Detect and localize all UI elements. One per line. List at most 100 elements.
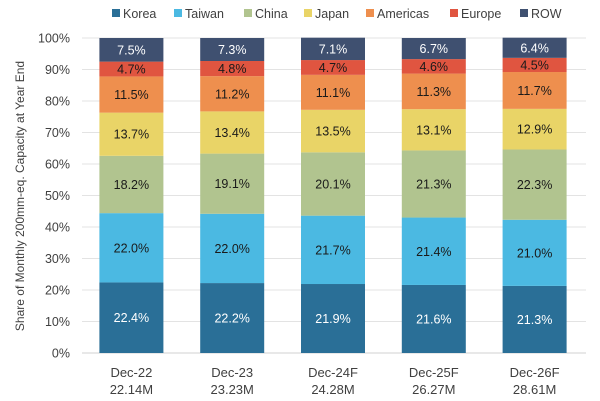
y-tick-label: 0%	[52, 347, 70, 361]
legend-label: ROW	[531, 7, 562, 21]
bar-segment-china	[502, 149, 567, 220]
bar-segment-korea	[301, 284, 365, 353]
bar-segment-row	[401, 38, 466, 60]
legend-item: Americas	[366, 7, 429, 21]
data-label: 7.1%	[319, 42, 348, 56]
data-label: 12.9%	[517, 123, 552, 137]
legend-label: China	[255, 7, 288, 21]
bar-segment-china	[200, 153, 265, 214]
bar-segment-china	[301, 152, 365, 216]
x-tick-sublabel: 28.61M	[513, 382, 556, 397]
bar-segment-europe	[200, 60, 265, 77]
legend-swatch	[174, 9, 182, 17]
bar-segment-china	[401, 150, 466, 218]
data-label: 18.2%	[114, 178, 149, 192]
data-label: 7.3%	[218, 43, 247, 57]
bar-segment-korea	[99, 282, 164, 353]
bar-segment-americas	[200, 76, 265, 112]
bar-segment-europe	[301, 60, 365, 75]
data-label: 13.4%	[214, 126, 249, 140]
bar-segment-americas	[502, 72, 567, 109]
bar-segment-korea	[200, 283, 265, 353]
data-label: 13.5%	[315, 125, 350, 139]
legend-swatch	[304, 9, 312, 17]
data-label: 19.1%	[214, 177, 249, 191]
data-label: 11.3%	[417, 85, 452, 99]
data-label: 21.4%	[416, 245, 451, 259]
y-axis-label: Share of Monthly 200mm-eq. Capacity at Y…	[13, 61, 27, 331]
data-label: 4.7%	[117, 63, 146, 77]
legend-item: Japan	[304, 7, 349, 21]
y-tick-label: 80%	[45, 95, 70, 109]
x-tick-label: Dec-25F	[409, 365, 459, 380]
bar-segment-japan	[200, 111, 265, 154]
y-tick-label: 60%	[45, 158, 70, 172]
y-tick-label: 40%	[45, 221, 70, 235]
y-tick-label: 50%	[45, 189, 70, 203]
y-tick-label: 10%	[45, 315, 70, 329]
bar-group: 21.6% 21.4% 21.3% 13.1% 11.3% 4.6% 6.7%	[401, 38, 466, 353]
y-tick-label: 90%	[45, 63, 70, 77]
data-label: 22.0%	[214, 242, 249, 256]
legend-label: Japan	[315, 7, 349, 21]
data-label: 22.0%	[114, 241, 149, 255]
x-tick-label: Dec-24F	[308, 365, 358, 380]
data-label: 22.3%	[517, 178, 552, 192]
bars: 22.4% 22.0% 18.2% 13.7% 11.5% 4.7% 7.5% 22.2% 22…	[99, 37, 567, 353]
data-label: 4.6%	[420, 60, 449, 74]
bar-segment-korea	[502, 285, 567, 353]
bar-segment-americas	[301, 74, 365, 110]
bar-group: 22.4% 22.0% 18.2% 13.7% 11.5% 4.7% 7.5%	[99, 38, 164, 353]
y-axis-ticks: 0% 10% 20% 30% 40% 50% 60% 70% 80% 90% 100%	[38, 32, 70, 361]
y-tick-label: 100%	[38, 32, 70, 46]
data-label: 11.7%	[517, 84, 552, 98]
bar-segment-japan	[99, 112, 164, 156]
bar-segment-japan	[502, 108, 567, 150]
data-label: 21.6%	[416, 312, 451, 326]
data-label: 4.7%	[319, 61, 348, 75]
data-label: 4.5%	[520, 58, 549, 72]
x-tick-label: Dec-26F	[510, 365, 560, 380]
legend: Korea Taiwan China Japan Americas Europe ROW	[112, 7, 562, 21]
data-label: 4.8%	[218, 62, 247, 76]
bar-segment-europe	[99, 61, 164, 77]
data-label: 21.9%	[315, 312, 350, 326]
legend-item: ROW	[520, 7, 562, 21]
bar-segment-japan	[301, 109, 365, 153]
legend-swatch	[112, 9, 120, 17]
legend-label: Europe	[461, 7, 501, 21]
bar-segment-americas	[99, 76, 164, 113]
legend-item: China	[244, 7, 288, 21]
bar-segment-row	[99, 38, 164, 62]
bar-segment-europe	[502, 57, 567, 73]
bar-group: 21.3% 21.0% 22.3% 12.9% 11.7% 4.5% 6.4%	[502, 37, 567, 353]
bar-segment-europe	[401, 59, 466, 74]
bar-segment-americas	[401, 73, 466, 110]
bar-segment-taiwan	[301, 215, 365, 285]
x-axis-categories: Dec-22 22.14M Dec-23 23.23M Dec-24F 24.28M Dec…	[110, 365, 560, 397]
bar-segment-japan	[401, 109, 466, 151]
data-label: 11.5%	[114, 88, 149, 102]
bar-segment-taiwan	[99, 213, 164, 283]
y-tick-label: 30%	[45, 252, 70, 266]
x-tick-sublabel: 22.14M	[110, 382, 153, 397]
data-label: 6.4%	[520, 41, 549, 55]
data-label: 11.1%	[316, 86, 351, 100]
data-label: 13.1%	[416, 123, 451, 137]
data-label: 22.2%	[214, 312, 249, 326]
bar-segment-taiwan	[502, 219, 567, 286]
y-tick-label: 20%	[45, 284, 70, 298]
legend-label: Americas	[377, 7, 429, 21]
legend-item: Europe	[450, 7, 501, 21]
x-tick-label: Dec-22	[110, 365, 152, 380]
data-label: 22.4%	[114, 311, 149, 325]
data-label: 21.0%	[517, 246, 552, 260]
bar-segment-china	[99, 155, 164, 214]
legend-item: Taiwan	[174, 7, 224, 21]
bar-segment-korea	[401, 284, 466, 353]
data-label: 13.7%	[114, 128, 149, 142]
data-label: 6.7%	[420, 42, 449, 56]
bar-segment-row	[502, 37, 567, 58]
data-label: 7.5%	[117, 43, 146, 57]
legend-item: Korea	[112, 7, 156, 21]
